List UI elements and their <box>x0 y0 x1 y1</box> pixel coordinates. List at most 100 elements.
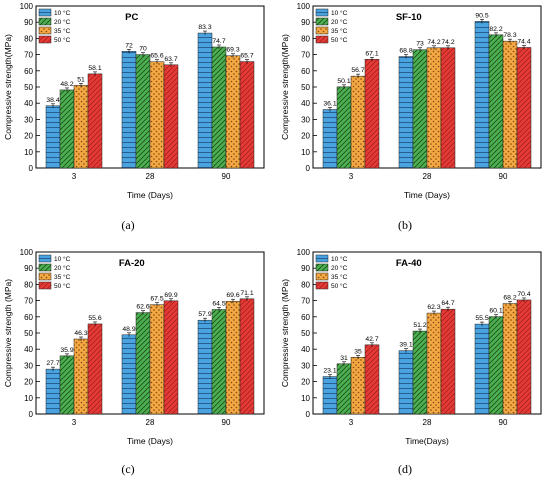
legend-swatch <box>315 254 329 263</box>
bar <box>59 355 75 415</box>
bar <box>398 350 414 415</box>
bar <box>364 344 380 415</box>
bar <box>59 89 75 169</box>
legend-swatch <box>315 263 329 272</box>
y-tick-label: 10 <box>301 394 310 403</box>
y-tick-label: 0 <box>29 410 34 419</box>
bar <box>502 303 518 415</box>
legend-swatch <box>38 17 52 26</box>
legend-label: 10 °C <box>331 9 348 17</box>
data-label: 48.9 <box>122 326 135 333</box>
data-label: 82.2 <box>489 26 502 33</box>
bar <box>516 47 532 169</box>
data-label: 39.1 <box>399 342 412 349</box>
chart-title: FA-20 <box>119 258 145 269</box>
bar <box>350 75 366 169</box>
y-tick-label: 20 <box>24 132 33 141</box>
y-tick-label: 40 <box>301 99 310 108</box>
bar <box>336 86 352 169</box>
legend-swatch <box>315 26 329 35</box>
data-label: 74.2 <box>441 39 454 46</box>
bar <box>225 55 241 169</box>
data-label: 48.2 <box>60 81 73 88</box>
chart-panel-1: 0 10 20 30 40 50 60 70 80 90 100 PC Compressive stre… <box>3 2 265 200</box>
legend-swatch <box>38 8 52 17</box>
y-tick-label: 80 <box>24 34 33 43</box>
data-label: 90.5 <box>475 12 488 19</box>
bar <box>211 309 227 415</box>
legend-label: 20 °C <box>331 264 348 272</box>
bar <box>45 368 61 415</box>
bar <box>516 299 532 415</box>
y-tick-label: 10 <box>24 394 33 403</box>
y-axis-label: Compressive strength(MPa) <box>280 34 290 140</box>
x-tick-label: 3 <box>349 418 354 427</box>
legend-swatch <box>315 281 329 290</box>
y-tick-label: 0 <box>306 410 311 419</box>
x-tick-label: 3 <box>72 418 77 427</box>
bar <box>488 316 504 415</box>
y-tick-label: 80 <box>24 280 33 289</box>
bar <box>440 308 456 415</box>
legend-swatch <box>38 263 52 272</box>
x-tick-label: 90 <box>499 172 508 181</box>
data-label: 36.1 <box>323 101 336 108</box>
x-axis-label: Time(Days) <box>405 436 449 446</box>
panel-caption: (d) <box>398 462 412 476</box>
legend-swatch <box>38 281 52 290</box>
bar <box>197 32 213 169</box>
bar <box>350 357 366 415</box>
legend-swatch <box>38 26 52 35</box>
legend-swatch <box>315 17 329 26</box>
panel-caption: (b) <box>398 218 412 232</box>
data-label: 38.4 <box>46 97 59 104</box>
bar <box>121 334 137 415</box>
data-label: 78.3 <box>503 32 516 39</box>
y-tick-label: 20 <box>24 378 33 387</box>
data-label: 42.7 <box>365 336 378 343</box>
bar <box>149 304 165 415</box>
bar <box>211 46 227 169</box>
bar <box>73 338 89 415</box>
y-tick-label: 10 <box>301 148 310 157</box>
x-tick-label: 28 <box>146 418 155 427</box>
y-tick-label: 50 <box>301 329 310 338</box>
legend-label: 10 °C <box>54 255 71 263</box>
y-tick-label: 60 <box>301 67 310 76</box>
bar <box>336 363 352 415</box>
bar <box>440 47 456 169</box>
data-label: 68.8 <box>399 48 412 55</box>
bar <box>135 312 151 415</box>
x-axis-label: Time (Days) <box>127 190 173 200</box>
data-label: 63.7 <box>164 56 177 63</box>
y-tick-label: 40 <box>24 99 33 108</box>
data-label: 73 <box>416 41 424 48</box>
bar <box>225 300 241 415</box>
legend-label: 50 °C <box>54 282 71 290</box>
bar <box>474 21 490 169</box>
data-label: 62.6 <box>136 304 149 311</box>
x-tick-label: 3 <box>72 172 77 181</box>
data-label: 51 <box>77 76 85 83</box>
bar <box>474 323 490 415</box>
chart-panel-3: 0 10 20 30 40 50 60 70 80 90 100 FA-20 Compressive s… <box>3 248 265 446</box>
y-tick-label: 70 <box>24 297 33 306</box>
bar <box>149 61 165 169</box>
y-tick-label: 30 <box>301 361 310 370</box>
data-label: 64.5 <box>212 301 225 308</box>
legend-label: 20 °C <box>54 18 71 26</box>
data-label: 65.6 <box>150 53 163 60</box>
data-label: 67.1 <box>365 50 378 57</box>
x-tick-label: 28 <box>146 172 155 181</box>
data-label: 74.7 <box>212 38 225 45</box>
bar <box>45 105 61 169</box>
y-tick-label: 80 <box>301 34 310 43</box>
legend-label: 35 °C <box>331 273 348 281</box>
bar <box>322 109 338 169</box>
y-axis-label: Compressive strength(MPa) <box>3 34 13 140</box>
legend-label: 20 °C <box>331 18 348 26</box>
legend-swatch <box>315 8 329 17</box>
y-tick-label: 20 <box>301 378 310 387</box>
y-tick-label: 0 <box>306 164 311 173</box>
y-tick-label: 60 <box>24 313 33 322</box>
